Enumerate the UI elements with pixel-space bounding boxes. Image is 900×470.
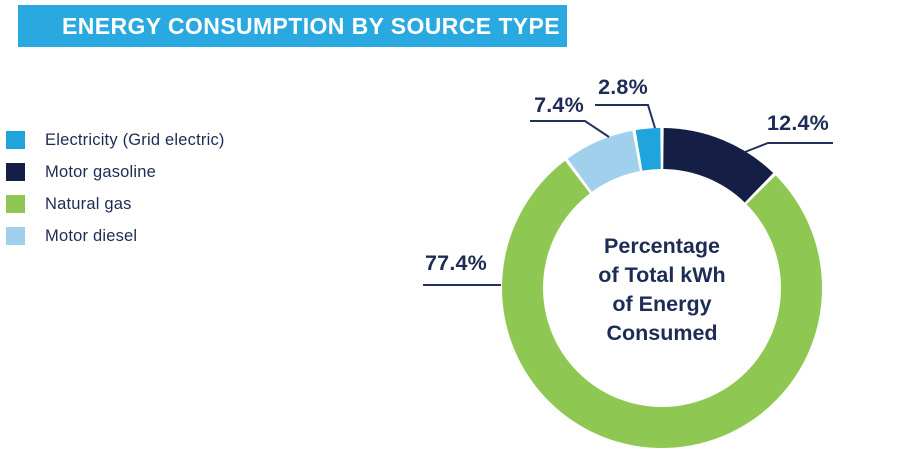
legend-swatch-electricity xyxy=(6,131,25,149)
callout-natural-gas-pct: 77.4% xyxy=(425,251,487,275)
center-label-line-4: Consumed xyxy=(606,321,718,345)
legend-swatch-motor-diesel xyxy=(6,227,25,245)
callout-electricity-pct: 2.8% xyxy=(598,75,648,99)
donut-slice-motor-diesel xyxy=(567,130,640,192)
legend-item-motor-gasoline: Motor gasoline xyxy=(6,163,225,181)
callout-motor-diesel-pct: 7.4% xyxy=(534,93,584,117)
legend-label-natural-gas: Natural gas xyxy=(45,194,132,213)
center-label-line-2: of Total kWh xyxy=(598,263,726,287)
legend-item-natural-gas: Natural gas xyxy=(6,195,225,213)
legend-swatch-natural-gas xyxy=(6,195,25,213)
donut-slice-natural-gas xyxy=(501,160,822,448)
legend-label-motor-gasoline: Motor gasoline xyxy=(45,162,157,181)
center-label-line-1: Percentage xyxy=(604,234,720,258)
donut-slice-electricity-grid-electric xyxy=(635,128,661,171)
callout-motor-gasoline-pct: 12.4% xyxy=(767,111,829,135)
donut-center-label: Percentage of Total kWh of Energy Consum… xyxy=(598,232,725,348)
legend-label-motor-diesel: Motor diesel xyxy=(45,226,138,245)
legend-item-electricity: Electricity (Grid electric) xyxy=(6,131,225,149)
leader-line-motor-gasoline xyxy=(744,142,833,153)
legend-label-electricity: Electricity (Grid electric) xyxy=(45,130,225,149)
donut-slices xyxy=(501,128,822,448)
donut-slice-motor-gasoline xyxy=(663,128,774,203)
chart-legend: Electricity (Grid electric) Motor gasoli… xyxy=(6,131,225,259)
center-label-line-3: of Energy xyxy=(612,292,712,316)
leader-line-electricity xyxy=(595,104,656,129)
legend-swatch-motor-gasoline xyxy=(6,163,25,181)
leader-line-motor-diesel xyxy=(530,120,610,138)
page-title-banner: ENERGY CONSUMPTION BY SOURCE TYPE xyxy=(18,5,567,47)
legend-item-motor-diesel: Motor diesel xyxy=(6,227,225,245)
page-title: ENERGY CONSUMPTION BY SOURCE TYPE xyxy=(62,12,560,39)
